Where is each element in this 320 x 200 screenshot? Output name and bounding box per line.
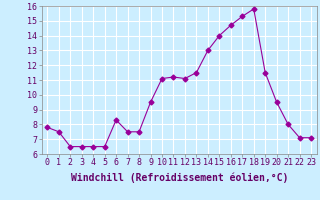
X-axis label: Windchill (Refroidissement éolien,°C): Windchill (Refroidissement éolien,°C) (70, 173, 288, 183)
